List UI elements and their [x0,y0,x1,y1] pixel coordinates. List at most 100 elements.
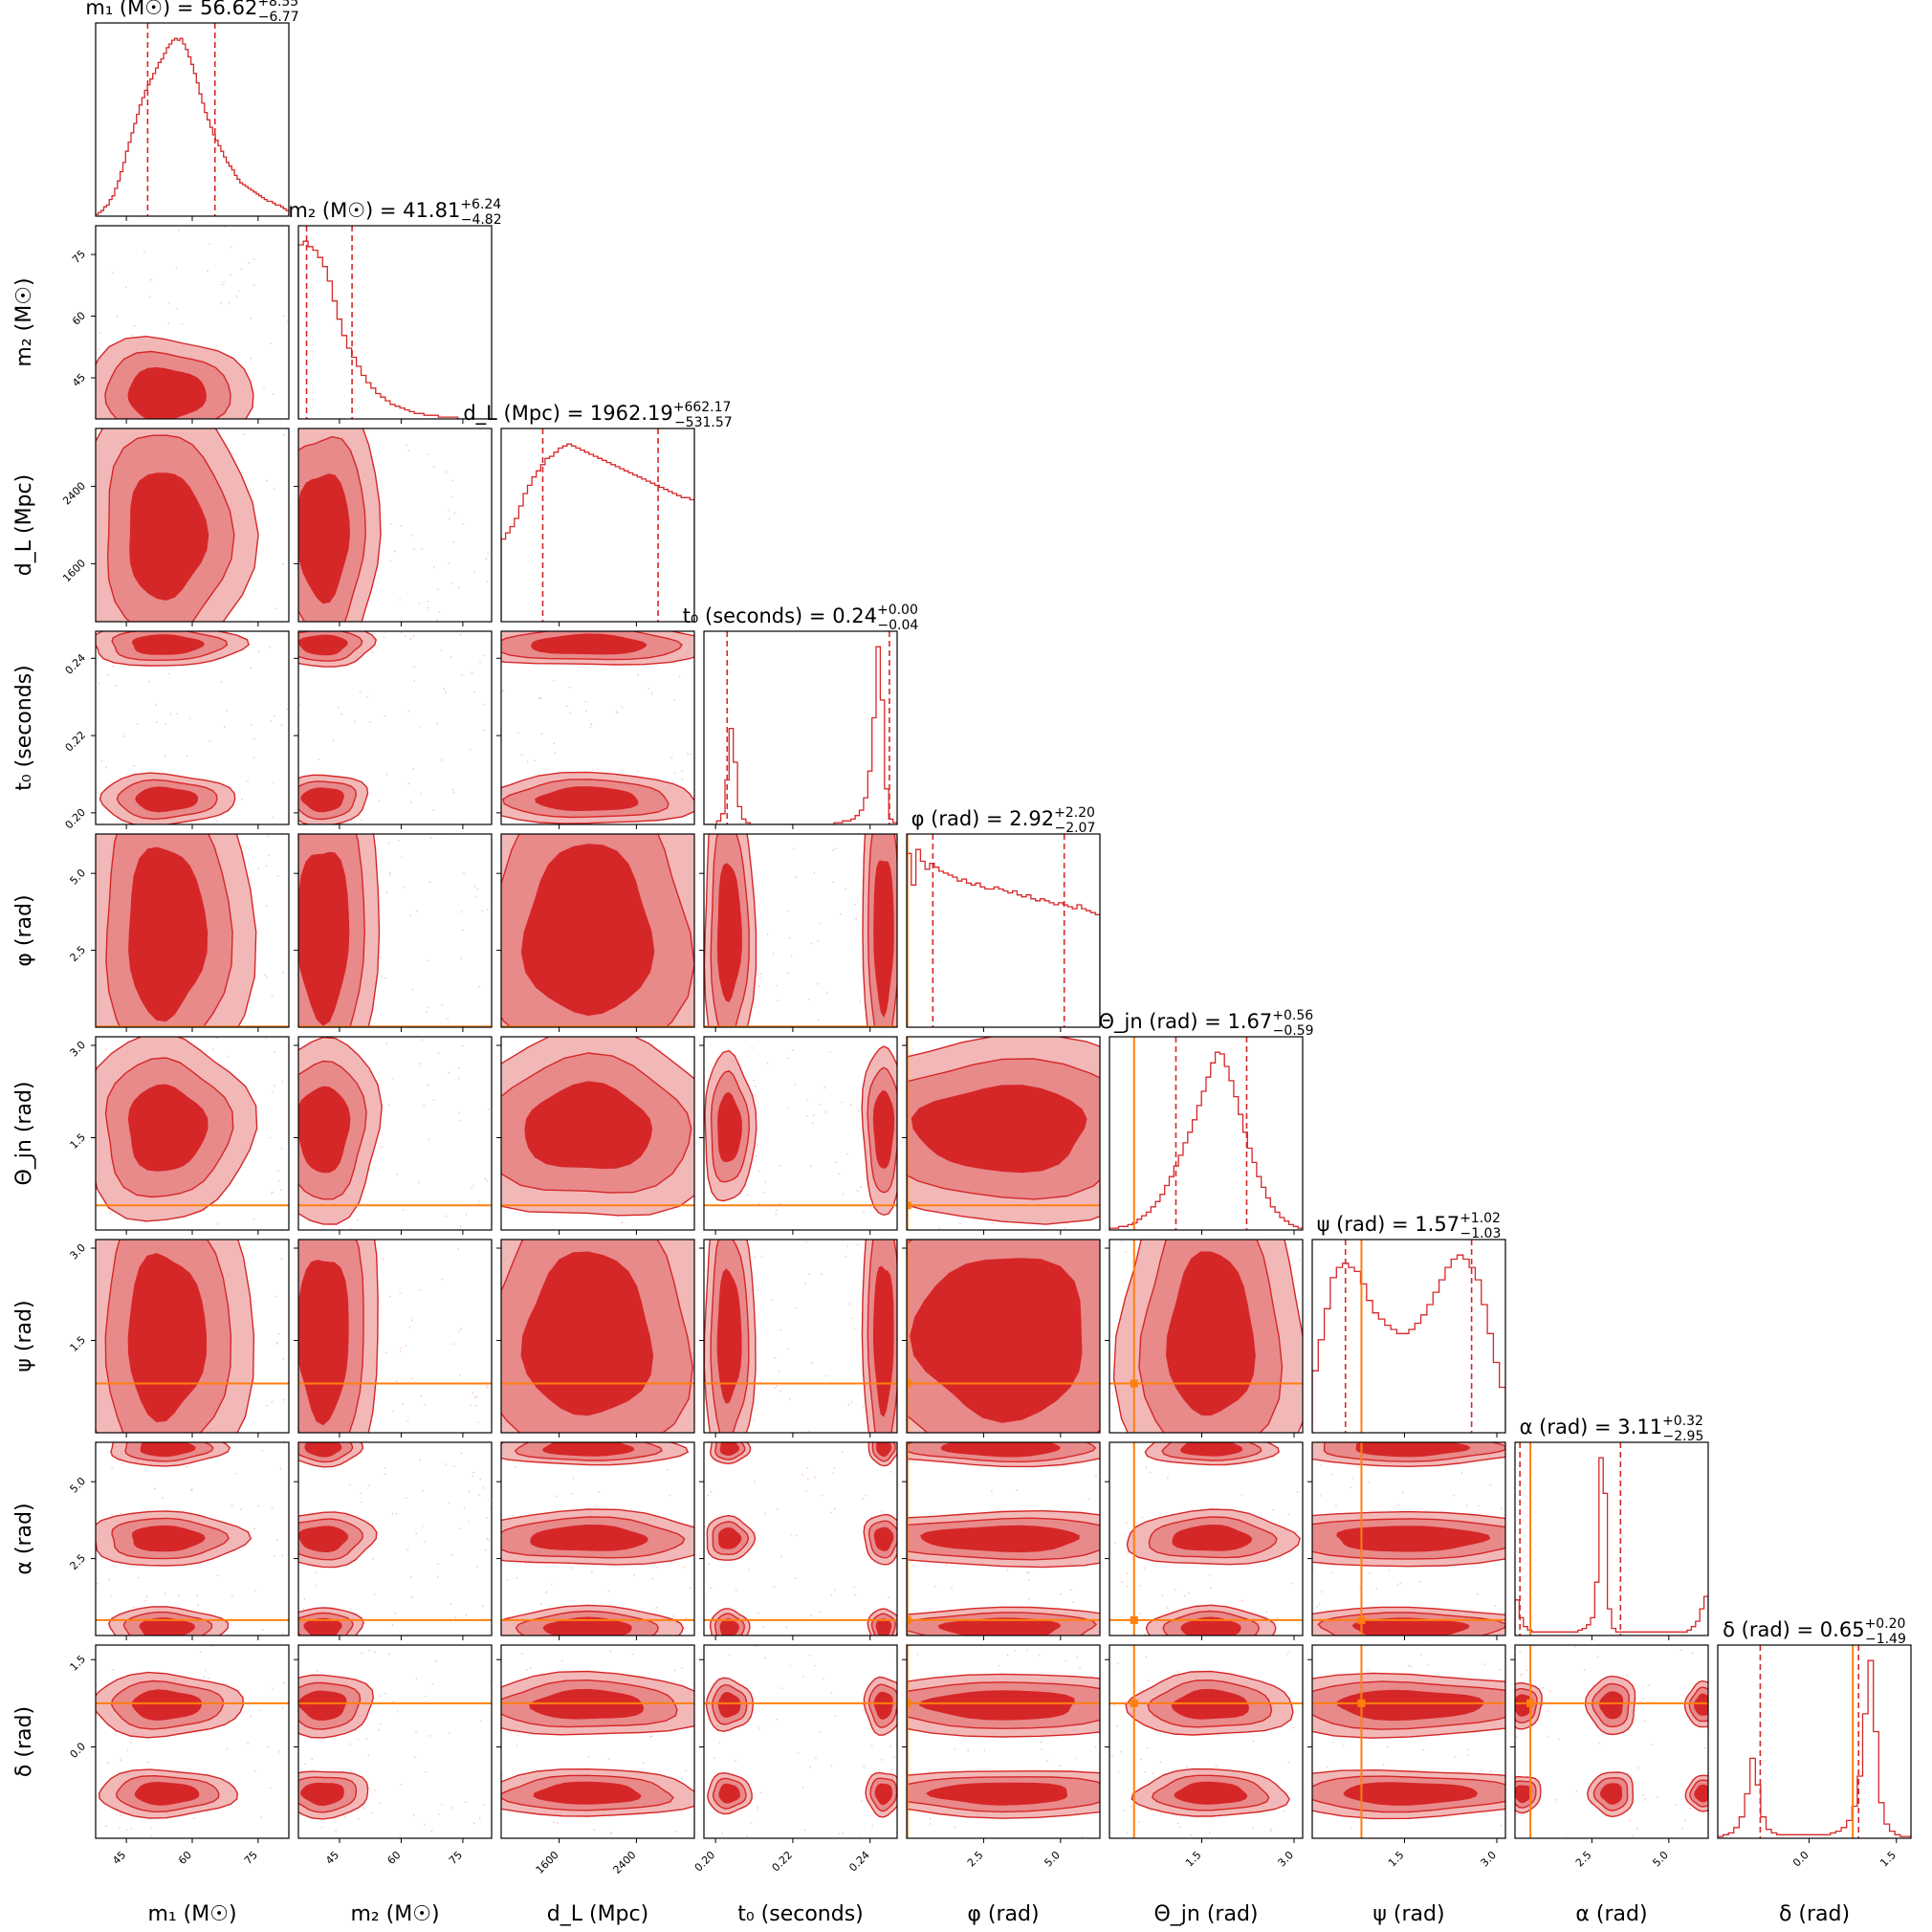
panel-title-theta_jn: Θ_jn (rad) = 1.67+0.56 −0.59 [1098,1008,1313,1039]
panel-t0-theta_jn [699,1036,898,1235]
x-axis-label-psi: ψ (rad) [1372,1902,1444,1926]
density-contour-core [131,1689,203,1722]
x-tick-label-t0: 0.22 [770,1849,796,1875]
density-contour-core [520,1251,654,1416]
density-contour-core [1693,1693,1708,1716]
panel-phi-phi [906,833,1101,1032]
density-contour-core [530,1524,648,1551]
panel-frame [703,630,898,825]
panel-m2-alpha [294,1441,493,1640]
density-contour-core [911,1085,1087,1174]
panel-frame [703,1239,898,1434]
panel-t0-phi [699,833,898,1032]
truth-marker [907,1201,911,1210]
y-tick-label-m2: 60 [70,309,88,327]
density-contour-core [541,1442,635,1457]
density-contour-core [872,1089,895,1169]
panel-m2-theta_jn [294,1036,493,1235]
y-tick-label-alpha: 5.0 [68,1475,89,1496]
panel-frame [703,1644,898,1839]
panel-alpha-alpha [1514,1441,1709,1640]
x-axis-label-m2: m₂ (M☉) [350,1902,439,1926]
y-tick-label-m2: 45 [70,371,88,389]
panel-m1-phi [91,833,290,1032]
density-contour-core [716,863,742,1002]
panel-m1-alpha [91,1441,290,1640]
truth-marker [1357,1615,1366,1624]
x-axis-label-t0: t₀ (seconds) [737,1902,864,1926]
panel-m2-phi [294,833,493,1032]
y-axis-label-delta: δ (rad) [12,1706,36,1777]
y-axis-label-phi: φ (rad) [12,894,36,966]
density-contour-core [910,1258,1083,1423]
truth-marker [907,1379,911,1388]
density-contour-core [873,1526,894,1551]
panel-frame [95,1036,290,1231]
panel-theta_jn-theta_jn [1109,1036,1304,1235]
x-tick-label-m1: 45 [110,1849,128,1867]
truth-marker [1526,1699,1535,1707]
density-contour-core [531,633,648,655]
panel-title-t0: t₀ (seconds) = 0.24+0.00 −0.04 [683,603,919,633]
panel-frame [500,1441,695,1636]
density-contour-core [127,1084,209,1172]
density-contour-core [1343,1782,1479,1806]
density-contour-core [717,1091,743,1163]
panel-t0-psi [699,1239,898,1438]
panel-title-m1: m₁ (M☉) = 56.62+8.55 −6.77 [85,0,298,25]
density-contour-core [875,1618,892,1636]
x-tick-label-theta_jn: 3.0 [1276,1849,1297,1870]
panel-frame [500,833,695,1028]
histogram-m2 [298,240,492,419]
x-tick-label-m1: 75 [242,1849,260,1867]
panel-frame [703,1441,898,1636]
density-contour-core [926,1782,1068,1806]
x-tick-label-delta: 1.5 [1877,1849,1899,1870]
density-contour-core [134,1781,200,1806]
panel-psi-delta [1307,1644,1506,1843]
panel-psi-alpha [1307,1441,1506,1640]
panel-frame [297,1036,493,1231]
panel-frame [1109,1036,1304,1231]
density-contour-core [875,1442,892,1458]
panel-frame [95,428,290,623]
y-tick-label-theta_jn: 1.5 [68,1131,89,1152]
histogram-dL [501,443,694,622]
x-axis-labels: 45 60 75 m₁ (M☉) 45 60 75 m₂ (M☉) 1600 2400 d_L (M… [110,1849,1899,1926]
panel-frame [297,428,493,623]
panel-frame [95,833,290,1028]
y-tick-label-dL: 1600 [60,557,88,584]
density-contour-core [872,1265,894,1417]
y-axis-label-dL: d_L (Mpc) [12,474,36,576]
density-contour-core [873,860,894,1018]
x-tick-label-phi: 2.5 [965,1849,986,1870]
panel-m2-t0 [294,630,493,829]
y-axis-label-theta_jn: Θ_jn (rad) [12,1081,36,1185]
y-tick-label-delta: 0.0 [68,1740,89,1761]
density-contour-core [304,1442,342,1458]
panel-frame [906,1441,1101,1636]
panel-theta_jn-delta [1105,1644,1304,1843]
density-contour-core [520,844,655,1017]
panel-t0-t0 [703,630,898,829]
panel-frame [297,1441,493,1636]
density-contour-core [298,851,350,1026]
density-contour-core [1165,1251,1256,1416]
panel-frame [1514,1441,1709,1636]
density-contour-core [298,1526,349,1553]
x-axis-label-phi: φ (rad) [967,1902,1039,1926]
panel-frame [95,1239,290,1434]
panel-dL-alpha [496,1441,695,1640]
density-contour-core [1336,1526,1491,1552]
y-tick-label-theta_jn: 3.0 [68,1039,89,1060]
density-contour-core [873,1691,893,1720]
panel-m2-dL [294,428,493,626]
panel-phi-theta_jn [902,1036,1101,1235]
y-axis-label-alpha: α (rad) [12,1503,36,1574]
panel-frame [500,1036,695,1231]
density-contour-core [140,1442,196,1458]
density-contour-core [1599,1783,1623,1805]
panel-title-delta: δ (rad) = 0.65+0.20 −1.49 [1723,1616,1906,1647]
density-contour-core [128,846,209,1022]
y-tick-label-t0: 0.20 [63,806,89,832]
